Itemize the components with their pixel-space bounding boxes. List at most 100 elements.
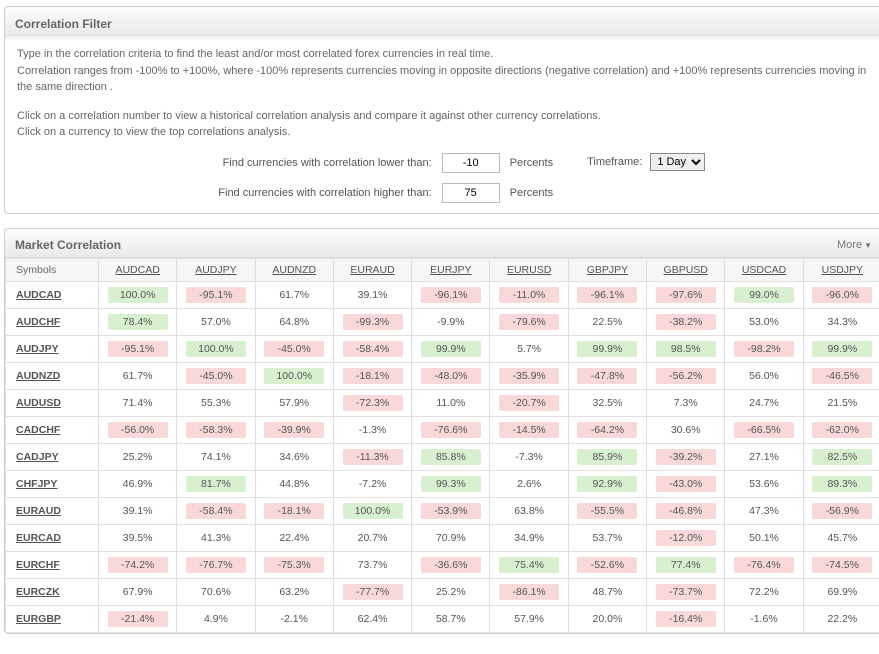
correlation-value[interactable]: -18.1% [343,368,403,384]
correlation-value[interactable]: 100.0% [186,341,246,357]
correlation-value[interactable]: -48.0% [421,368,481,384]
correlation-value[interactable]: -47.8% [577,368,637,384]
correlation-cell[interactable]: -52.6% [568,551,646,578]
correlation-value[interactable]: -20.7% [499,395,559,411]
correlation-cell[interactable]: 55.3% [177,389,255,416]
correlation-cell[interactable]: -38.2% [647,308,725,335]
correlation-cell[interactable]: -14.5% [490,416,568,443]
column-header-link[interactable]: USDJPY [822,264,863,276]
correlation-value[interactable]: -96.1% [577,287,637,303]
row-symbol-link[interactable]: EURCHF [16,559,60,571]
correlation-cell[interactable]: 92.9% [568,470,646,497]
correlation-value[interactable]: -96.0% [812,287,872,303]
correlation-value[interactable]: -95.1% [108,341,168,357]
correlation-value[interactable]: 20.7% [343,530,403,546]
correlation-value[interactable]: -11.3% [343,449,403,465]
correlation-cell[interactable]: 57.0% [177,308,255,335]
correlation-value[interactable]: -58.4% [186,503,246,519]
correlation-value[interactable]: -55.5% [577,503,637,519]
correlation-value[interactable]: 100.0% [343,503,403,519]
correlation-value[interactable]: 2.6% [499,476,559,492]
correlation-cell[interactable]: 21.5% [803,389,879,416]
correlation-cell[interactable]: -79.6% [490,308,568,335]
correlation-value[interactable]: 22.4% [264,530,324,546]
correlation-cell[interactable]: 46.9% [99,470,177,497]
correlation-cell[interactable]: 62.4% [333,605,411,632]
column-header-link[interactable]: EURUSD [507,264,551,276]
column-header-link[interactable]: GBPJPY [587,264,628,276]
correlation-cell[interactable]: 78.4% [99,308,177,335]
correlation-cell[interactable]: -64.2% [568,416,646,443]
correlation-value[interactable]: -56.0% [108,422,168,438]
more-link[interactable]: More▼ [837,239,872,251]
correlation-cell[interactable]: -56.9% [803,497,879,524]
row-symbol-cell[interactable]: AUDJPY [6,335,99,362]
correlation-value[interactable]: 77.4% [656,557,716,573]
correlation-value[interactable]: -12.0% [656,530,716,546]
correlation-value[interactable]: -46.5% [812,368,872,384]
correlation-value[interactable]: 53.7% [577,530,637,546]
correlation-value[interactable]: 69.9% [812,584,872,600]
correlation-cell[interactable]: -53.9% [412,497,490,524]
row-symbol-cell[interactable]: AUDCHF [6,308,99,335]
correlation-value[interactable]: 61.7% [108,368,168,384]
correlation-value[interactable]: -58.3% [186,422,246,438]
column-header[interactable]: AUDJPY [177,258,255,281]
row-symbol-link[interactable]: CHFJPY [16,478,57,490]
row-symbol-cell[interactable]: CADCHF [6,416,99,443]
correlation-value[interactable]: 44.8% [264,476,324,492]
correlation-value[interactable]: 34.6% [264,449,324,465]
row-symbol-cell[interactable]: EURCAD [6,524,99,551]
row-symbol-link[interactable]: EURCAD [16,532,61,544]
correlation-cell[interactable]: 99.9% [803,335,879,362]
correlation-cell[interactable]: 11.0% [412,389,490,416]
correlation-value[interactable]: 27.1% [734,449,794,465]
correlation-value[interactable]: 99.0% [734,287,794,303]
correlation-value[interactable]: -39.2% [656,449,716,465]
correlation-cell[interactable]: 75.4% [490,551,568,578]
correlation-value[interactable]: -79.6% [499,314,559,330]
timeframe-select[interactable]: 1 Day [650,153,705,171]
correlation-value[interactable]: 32.5% [577,395,637,411]
correlation-value[interactable]: 22.2% [812,611,872,627]
correlation-cell[interactable]: 99.3% [412,470,490,497]
correlation-value[interactable]: 22.5% [577,314,637,330]
correlation-cell[interactable]: 2.6% [490,470,568,497]
correlation-cell[interactable]: -55.5% [568,497,646,524]
correlation-value[interactable]: 11.0% [421,395,481,411]
row-symbol-cell[interactable]: AUDNZD [6,362,99,389]
column-header[interactable]: EURUSD [490,258,568,281]
correlation-cell[interactable]: 98.5% [647,335,725,362]
correlation-value[interactable]: 39.1% [343,287,403,303]
correlation-cell[interactable]: -86.1% [490,578,568,605]
correlation-value[interactable]: 39.1% [108,503,168,519]
correlation-value[interactable]: 47.3% [734,503,794,519]
correlation-value[interactable]: -39.9% [264,422,324,438]
column-header-link[interactable]: GBPUSD [664,264,708,276]
correlation-cell[interactable]: -2.1% [255,605,333,632]
correlation-cell[interactable]: -74.5% [803,551,879,578]
correlation-value[interactable]: 39.5% [108,530,168,546]
correlation-cell[interactable]: -35.9% [490,362,568,389]
correlation-cell[interactable]: 22.2% [803,605,879,632]
correlation-cell[interactable]: 99.9% [412,335,490,362]
correlation-cell[interactable]: 57.9% [255,389,333,416]
correlation-value[interactable]: -75.3% [264,557,324,573]
correlation-value[interactable]: -21.4% [108,611,168,627]
correlation-value[interactable]: -74.5% [812,557,872,573]
row-symbol-link[interactable]: AUDCAD [16,289,62,301]
correlation-cell[interactable]: 50.1% [725,524,803,551]
correlation-cell[interactable]: 7.3% [647,389,725,416]
row-symbol-link[interactable]: EURCZK [16,586,60,598]
correlation-value[interactable]: 41.3% [186,530,246,546]
row-symbol-link[interactable]: EURAUD [16,505,61,517]
correlation-value[interactable]: 67.9% [108,584,168,600]
correlation-cell[interactable]: 5.7% [490,335,568,362]
correlation-value[interactable]: 53.0% [734,314,794,330]
correlation-cell[interactable]: -77.7% [333,578,411,605]
row-symbol-cell[interactable]: AUDCAD [6,281,99,308]
correlation-value[interactable]: 81.7% [186,476,246,492]
column-header-link[interactable]: EURAUD [350,264,394,276]
correlation-cell[interactable]: -98.2% [725,335,803,362]
correlation-cell[interactable]: -96.1% [412,281,490,308]
